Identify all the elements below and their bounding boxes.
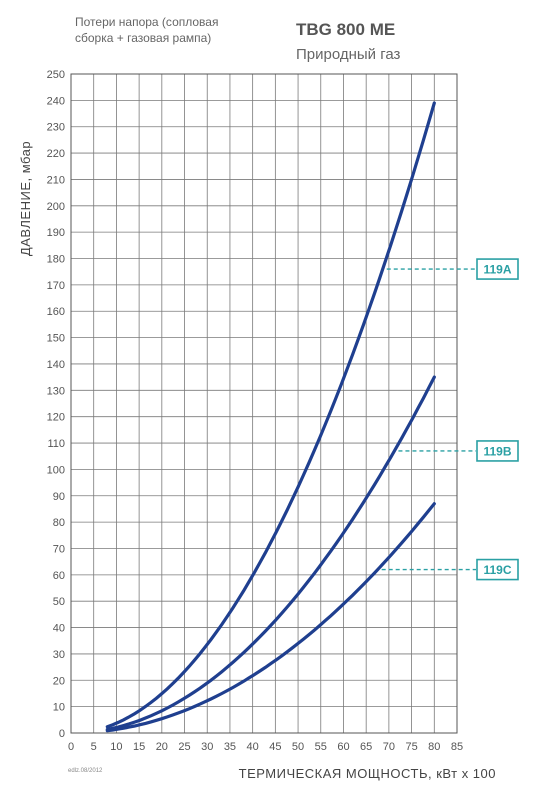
curve-119A [105,101,436,729]
y-tick-label: 80 [53,517,65,529]
badge-119B [476,440,519,462]
y-tick-label: 70 [53,543,65,555]
model-title: TBG 800 ME [296,20,396,39]
x-tick-label: 5 [91,741,97,753]
x-tick-label: 10 [110,741,122,753]
x-tick-label: 20 [156,741,168,753]
series-label-119B: 119B [483,444,511,458]
y-tick-label: 50 [53,596,65,608]
series-label-119C: 119C [483,563,511,577]
fuel-type: Природный газ [296,46,401,63]
x-tick-label: 85 [451,741,463,753]
x-tick-label: 65 [360,741,372,753]
y-tick-label: 10 [53,702,65,714]
y-tick-label: 120 [47,412,65,424]
x-tick-label: 75 [405,741,417,753]
x-tick-label: 80 [428,741,440,753]
x-tick-label: 45 [269,741,281,753]
y-tick-label: 90 [53,491,65,503]
badge-119C [476,558,519,581]
x-tick-label: 70 [383,741,395,753]
y-tick-label: 180 [47,254,65,266]
x-tick-label: 60 [337,741,349,753]
axes: 0102030405060708090100110120130140150160… [47,69,463,753]
y-tick-label: 150 [47,333,65,345]
y-tick-label: 20 [53,675,65,687]
y-tick-label: 30 [53,649,65,661]
x-tick-label: 30 [201,741,213,753]
series-label-119A: 119A [483,263,511,277]
x-tick-label: 15 [133,741,145,753]
x-tick-label: 0 [68,741,74,753]
x-tick-label: 35 [224,741,236,753]
y-tick-label: 250 [47,69,65,81]
x-axis-label: ТЕРМИЧЕСКАЯ МОЩНОСТЬ, кВт x 100 [239,766,496,781]
x-tick-label: 25 [178,741,190,753]
y-tick-label: 230 [47,122,65,134]
y-tick-label: 130 [47,385,65,397]
y-tick-label: 40 [53,623,65,635]
y-tick-label: 60 [53,570,65,582]
badge-119A [476,258,519,280]
curve-119B [105,375,436,731]
plot-frame [70,73,458,734]
y-tick-label: 220 [47,148,65,160]
y-tick-label: 160 [47,306,65,318]
x-tick-label: 40 [247,741,259,753]
curve-119C [105,502,436,733]
edition-code: edlz.08/2012 [68,768,103,774]
y-tick-label: 0 [59,728,65,740]
y-tick-label: 140 [47,359,65,371]
y-tick-label: 170 [47,280,65,292]
y-tick-label: 200 [47,201,65,213]
series-labels: 119A 119B 119C [381,258,519,581]
y-tick-label: 210 [47,174,65,186]
y-tick-label: 110 [47,438,65,450]
subtitle-line-2: сборка + газовая рампа) [75,31,212,45]
y-tick-label: 190 [47,227,65,239]
x-tick-label: 50 [292,741,304,753]
y-axis-label: ДАВЛЕНИЕ, мбар [18,141,33,256]
y-tick-label: 100 [47,464,65,476]
y-tick-label: 240 [47,95,65,107]
curves [105,101,436,733]
chart-subtitle: Потери напора (сопловая сборка + газовая… [75,14,275,46]
x-tick-label: 55 [315,741,327,753]
subtitle-line-1: Потери напора (сопловая [75,15,219,29]
